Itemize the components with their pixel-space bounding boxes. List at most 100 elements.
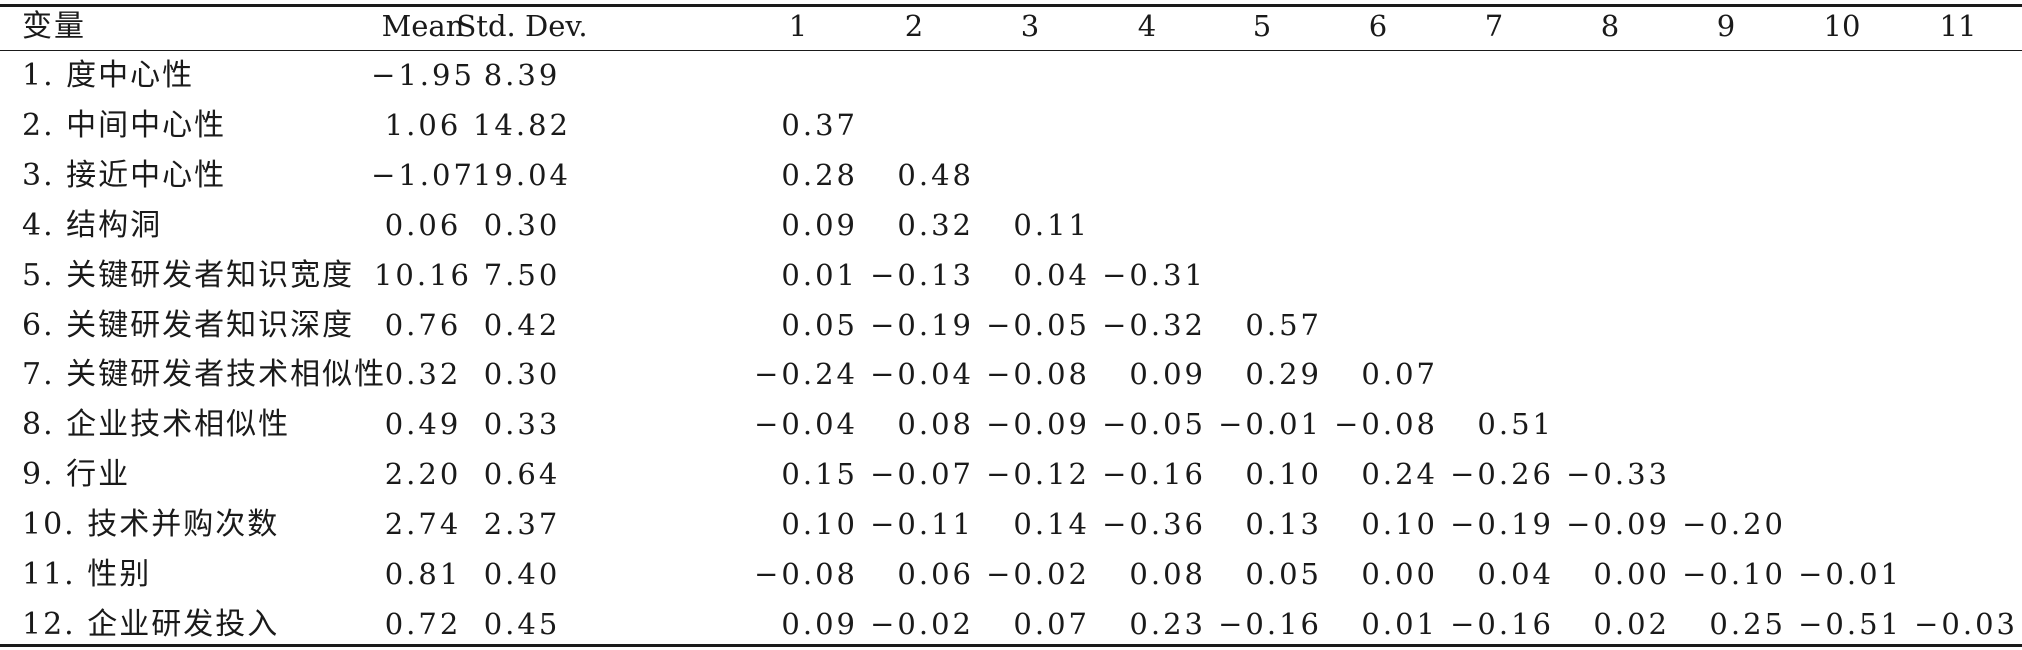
cell-corr: 0.09 [781, 607, 858, 641]
cell-std-dev: 0.42 [483, 308, 561, 342]
cell-corr: −0.11 [870, 507, 974, 541]
header-col-2: 2 [904, 9, 924, 43]
cell-corr: 0.10 [1361, 507, 1438, 541]
row-label: 3. 接近中心性 [22, 158, 227, 193]
header-col-7: 7 [1484, 9, 1504, 43]
cell-corr: 0.15 [781, 457, 858, 491]
cell-corr: −0.19 [1450, 507, 1554, 541]
cell-corr: 0.07 [1013, 607, 1090, 641]
header-col-5: 5 [1252, 9, 1272, 43]
cell-mean: 0.32 [384, 357, 462, 391]
cell-mean: 2.20 [384, 457, 462, 491]
cell-corr: −0.01 [1798, 557, 1902, 591]
cell-corr: 0.28 [781, 158, 858, 192]
cell-mean: 0.49 [384, 407, 462, 441]
cell-mean: 2.74 [384, 507, 462, 541]
header-col-11: 11 [1939, 9, 1977, 43]
cell-std-dev: 2.37 [483, 507, 561, 541]
cell-corr: 0.32 [897, 208, 974, 242]
cell-corr: 0.51 [1477, 407, 1554, 441]
cell-corr: 0.04 [1477, 557, 1554, 591]
row-label: 8. 企业技术相似性 [22, 407, 291, 442]
cell-std-dev: 14.82 [472, 108, 572, 142]
cell-std-dev: 19.04 [472, 158, 572, 192]
cell-corr: 0.37 [781, 108, 858, 142]
table-top-rule [0, 4, 2022, 7]
cell-corr: −0.03 [1914, 607, 2018, 641]
row-label: 4. 结构洞 [22, 208, 163, 243]
cell-corr: 0.02 [1593, 607, 1670, 641]
cell-corr: −0.08 [986, 357, 1090, 391]
cell-std-dev: 8.39 [483, 58, 561, 92]
cell-mean: 0.81 [384, 557, 462, 591]
header-col-10: 10 [1823, 9, 1861, 43]
cell-corr: −0.09 [986, 407, 1090, 441]
row-label: 1. 度中心性 [22, 58, 195, 93]
cell-corr: −0.16 [1450, 607, 1554, 641]
cell-corr: −0.20 [1682, 507, 1786, 541]
cell-corr: 0.05 [781, 308, 858, 342]
cell-mean: 0.76 [384, 308, 462, 342]
cell-corr: −0.04 [870, 357, 974, 391]
header-col-8: 8 [1600, 9, 1620, 43]
cell-corr: 0.08 [1129, 557, 1206, 591]
cell-corr: 0.25 [1709, 607, 1786, 641]
cell-corr: 0.09 [781, 208, 858, 242]
cell-corr: 0.01 [781, 258, 858, 292]
cell-corr: −0.24 [754, 357, 858, 391]
row-label: 5. 关键研发者知识宽度 [22, 258, 355, 293]
cell-std-dev: 0.64 [483, 457, 561, 491]
cell-std-dev: 0.30 [483, 357, 561, 391]
cell-corr: −0.10 [1682, 557, 1786, 591]
cell-mean: −1.07 [371, 158, 475, 192]
cell-corr: 0.24 [1361, 457, 1438, 491]
cell-std-dev: 0.33 [483, 407, 561, 441]
cell-corr: −0.36 [1102, 507, 1206, 541]
cell-corr: 0.05 [1245, 557, 1322, 591]
cell-corr: 0.14 [1013, 507, 1090, 541]
row-label: 7. 关键研发者技术相似性 [22, 357, 387, 392]
header-variable: 变量 [22, 9, 86, 44]
cell-corr: −0.16 [1218, 607, 1322, 641]
cell-corr: 0.06 [897, 557, 974, 591]
row-label: 10. 技术并购次数 [22, 507, 280, 542]
cell-corr: −0.13 [870, 258, 974, 292]
cell-corr: −0.07 [870, 457, 974, 491]
cell-corr: 0.00 [1361, 557, 1438, 591]
cell-std-dev: 0.30 [483, 208, 561, 242]
header-mean: Mean [381, 9, 465, 43]
cell-corr: 0.57 [1245, 308, 1322, 342]
header-col-6: 6 [1368, 9, 1388, 43]
cell-corr: −0.08 [1334, 407, 1438, 441]
cell-corr: −0.02 [986, 557, 1090, 591]
cell-corr: 0.29 [1245, 357, 1322, 391]
cell-corr: 0.00 [1593, 557, 1670, 591]
cell-corr: 0.04 [1013, 258, 1090, 292]
cell-mean: 10.16 [373, 258, 473, 292]
header-std-dev: Std. Dev. [456, 9, 588, 43]
row-label: 11. 性别 [22, 557, 152, 592]
cell-corr: −0.01 [1218, 407, 1322, 441]
row-label: 2. 中间中心性 [22, 108, 227, 143]
cell-corr: −0.32 [1102, 308, 1206, 342]
header-col-1: 1 [788, 9, 808, 43]
header-col-4: 4 [1137, 9, 1157, 43]
cell-std-dev: 0.40 [483, 557, 561, 591]
header-col-9: 9 [1716, 9, 1736, 43]
cell-corr: −0.26 [1450, 457, 1554, 491]
cell-corr: −0.09 [1566, 507, 1670, 541]
cell-corr: −0.16 [1102, 457, 1206, 491]
cell-corr: 0.08 [897, 407, 974, 441]
cell-corr: −0.12 [986, 457, 1090, 491]
cell-corr: 0.10 [1245, 457, 1322, 491]
cell-std-dev: 7.50 [483, 258, 561, 292]
cell-std-dev: 0.45 [483, 607, 561, 641]
cell-corr: −0.02 [870, 607, 974, 641]
cell-corr: −0.31 [1102, 258, 1206, 292]
cell-mean: 1.06 [384, 108, 462, 142]
table-header-rule [0, 50, 2022, 51]
cell-corr: −0.33 [1566, 457, 1670, 491]
cell-mean: 0.06 [384, 208, 462, 242]
row-label: 6. 关键研发者知识深度 [22, 308, 355, 343]
